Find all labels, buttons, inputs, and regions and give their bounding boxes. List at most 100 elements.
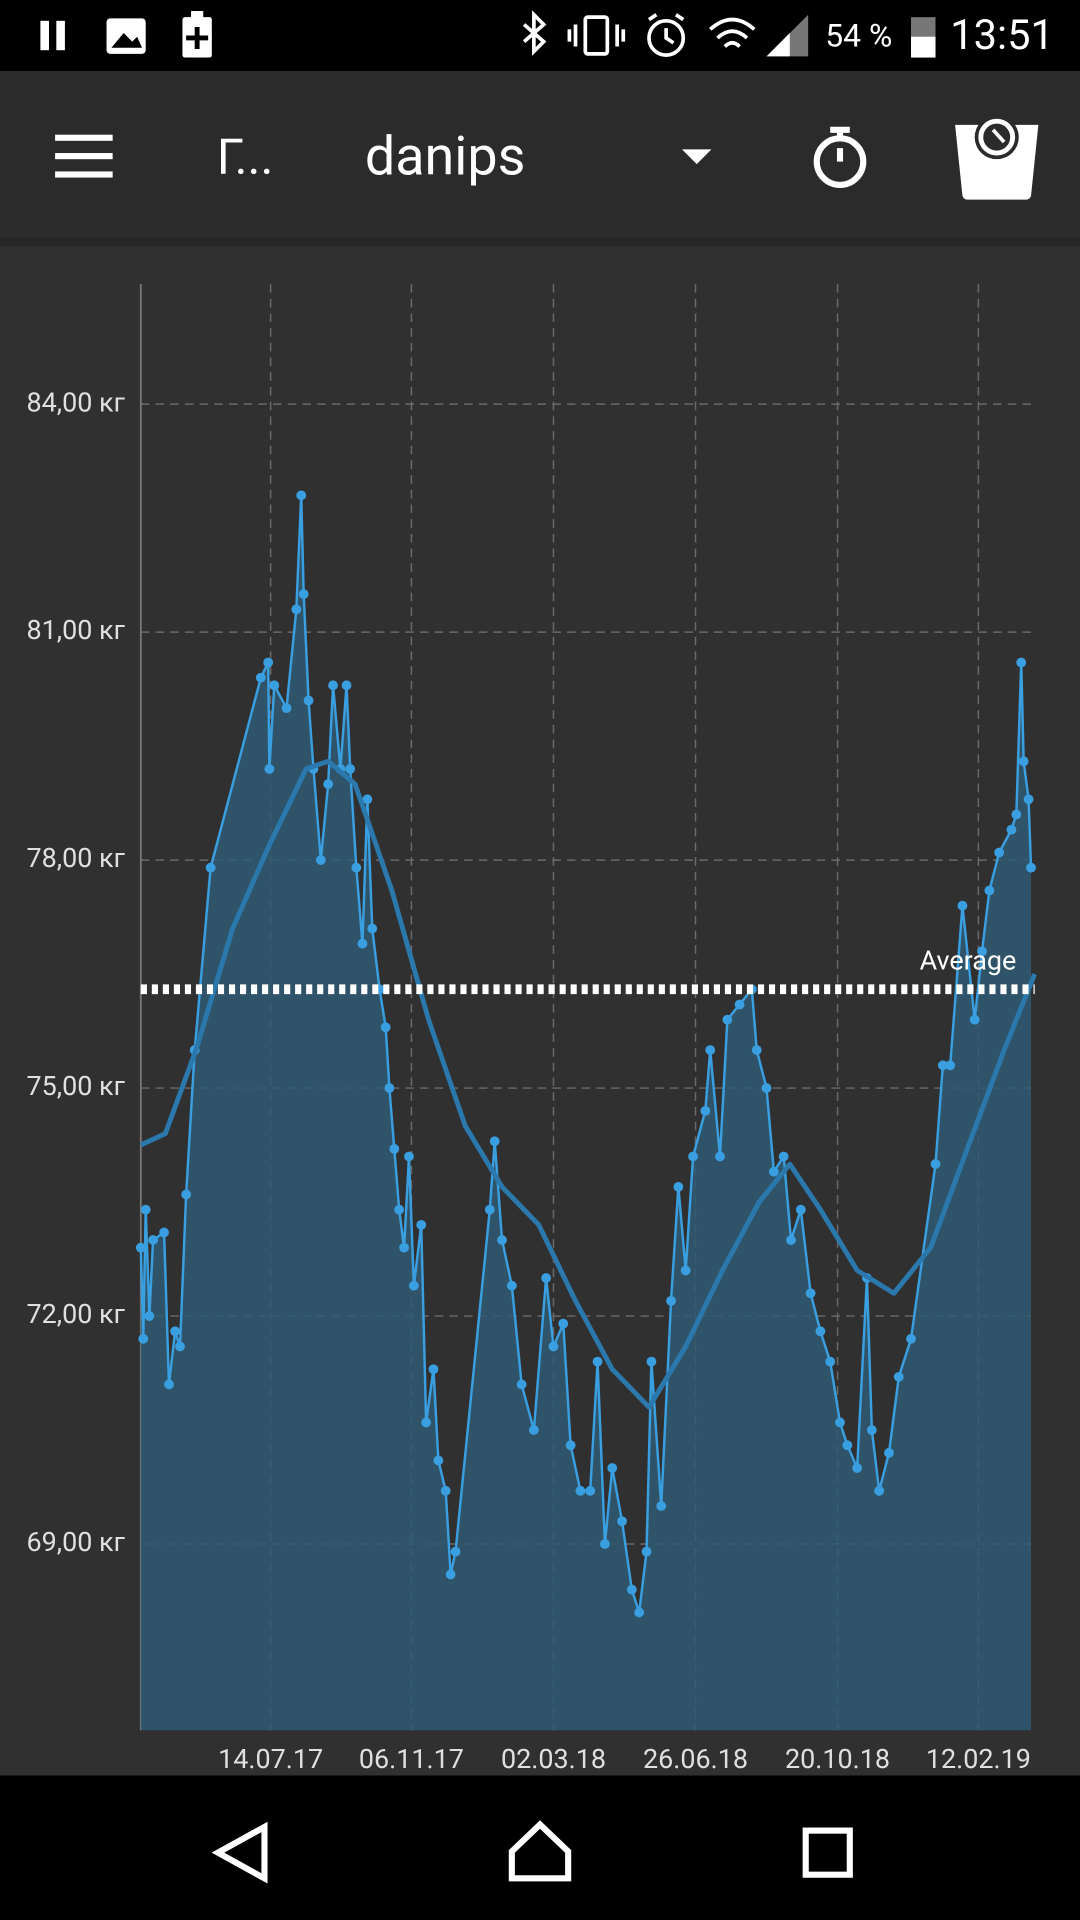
navigation-buttons xyxy=(211,1820,853,1884)
data-point xyxy=(634,1607,645,1618)
battery-plus xyxy=(186,26,209,49)
data-point xyxy=(181,1189,192,1200)
toolbar-shadow xyxy=(0,238,1080,247)
data-point xyxy=(715,1151,725,1162)
data-point xyxy=(994,847,1005,858)
battery-level xyxy=(911,36,936,58)
data-point xyxy=(328,680,338,691)
bluetooth-icon xyxy=(522,10,547,56)
home-button[interactable] xyxy=(508,1820,572,1882)
data-point xyxy=(384,1083,395,1093)
image-icon-detail xyxy=(111,33,143,48)
y-tick-label: 69,00 кг xyxy=(27,1526,126,1558)
data-point xyxy=(617,1516,627,1527)
data-point xyxy=(641,1546,652,1557)
x-tick-label: 06.11.17 xyxy=(359,1743,464,1775)
data-point xyxy=(269,680,280,691)
data-point xyxy=(159,1227,169,1238)
data-point xyxy=(516,1379,527,1390)
stopwatch-button[interactable] xyxy=(813,126,867,188)
scale-button[interactable] xyxy=(955,115,1039,200)
data-point xyxy=(341,680,352,691)
data-point xyxy=(700,1105,711,1116)
data-point xyxy=(164,1379,174,1390)
line xyxy=(139,758,1037,1410)
user-selector[interactable]: danips xyxy=(365,126,526,189)
data-point xyxy=(351,862,362,873)
data-point xyxy=(1016,657,1027,668)
pause-icon xyxy=(56,20,65,51)
data-point xyxy=(688,1151,698,1162)
area xyxy=(140,495,1032,1731)
data-point xyxy=(404,1151,414,1162)
data-point xyxy=(281,703,292,714)
data-point xyxy=(884,1447,894,1458)
data-point xyxy=(673,1181,684,1192)
y-tick-label: 84,00 кг xyxy=(27,386,126,418)
average-label: Average xyxy=(920,944,1017,976)
data-point xyxy=(937,1060,948,1071)
data-point xyxy=(140,1204,151,1215)
y-tick-label: 72,00 кг xyxy=(27,1298,126,1330)
data-point xyxy=(148,1235,158,1245)
data-point xyxy=(656,1501,667,1511)
data-point xyxy=(345,764,356,774)
status-icons-left xyxy=(40,11,212,58)
data-point xyxy=(565,1440,576,1451)
data-point xyxy=(984,885,995,896)
data-point xyxy=(408,1280,419,1291)
data-point xyxy=(367,923,378,934)
data-point xyxy=(263,657,274,668)
data-point xyxy=(135,1242,146,1253)
data-point xyxy=(298,589,309,600)
recents-button[interactable] xyxy=(802,1827,853,1878)
clock: 13:51 xyxy=(950,11,1054,60)
data-point xyxy=(906,1333,916,1344)
y-tick-label: 75,00 кг xyxy=(27,1070,126,1102)
data-point xyxy=(786,1235,796,1245)
data-point xyxy=(357,938,368,949)
data-point xyxy=(1026,862,1036,873)
data-point xyxy=(323,779,334,790)
data-point xyxy=(541,1273,552,1283)
data-point xyxy=(646,1356,657,1367)
alarm-hands xyxy=(647,13,685,45)
x-tick-label: 20.10.18 xyxy=(785,1743,890,1775)
data-point xyxy=(433,1455,444,1466)
data-point xyxy=(144,1311,155,1321)
data-point xyxy=(957,900,968,911)
data-point xyxy=(893,1371,904,1382)
data-point xyxy=(315,855,326,865)
line xyxy=(139,494,1033,1614)
data-point xyxy=(170,1326,180,1337)
menu-button[interactable] xyxy=(55,134,113,178)
data-point xyxy=(291,604,302,615)
x-tick-label: 12.02.19 xyxy=(926,1743,1031,1775)
data-point xyxy=(626,1584,637,1595)
y-tick-label: 81,00 кг xyxy=(27,614,126,646)
data-point xyxy=(977,946,987,957)
data-point xyxy=(296,490,307,501)
pause-icon xyxy=(40,20,49,51)
dropdown-arrow[interactable] xyxy=(682,149,712,165)
data-point xyxy=(205,862,216,873)
data-point xyxy=(768,1166,779,1177)
data-point xyxy=(778,1151,789,1162)
battery-tip xyxy=(191,11,204,19)
data-point xyxy=(380,1022,391,1033)
toolbar-title[interactable]: Г... xyxy=(217,128,274,185)
data-point xyxy=(484,1204,495,1215)
vibrate-icon xyxy=(583,15,610,56)
y-tick-label: 78,00 кг xyxy=(27,842,126,874)
data-point xyxy=(138,1333,149,1344)
data-point xyxy=(592,1356,603,1367)
data-point xyxy=(969,1014,980,1025)
data-point xyxy=(489,1136,500,1147)
data-point xyxy=(303,695,314,706)
data-point xyxy=(1006,824,1017,835)
back-button[interactable] xyxy=(211,1821,268,1884)
data-point xyxy=(575,1485,586,1496)
